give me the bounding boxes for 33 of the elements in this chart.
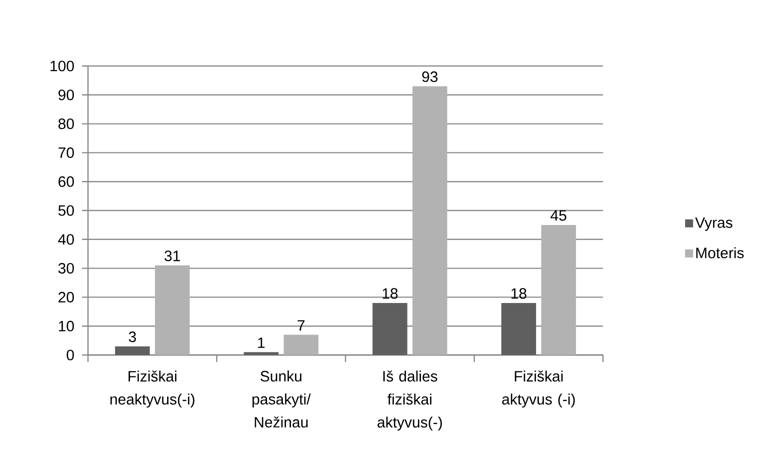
- y-tick-label: 70: [58, 147, 74, 158]
- bar: [372, 302, 408, 355]
- y-tick-label: 10: [58, 320, 74, 332]
- y-tick-label: 0: [66, 350, 74, 360]
- bar: [244, 352, 279, 355]
- y-tick-label: 100: [50, 60, 74, 72]
- x-tick-label: Fiziškai aktyvus (-i): [502, 370, 575, 408]
- bar: [541, 224, 576, 355]
- data-label: 7: [298, 320, 305, 331]
- data-label: 31: [164, 250, 180, 262]
- legend-label: Moteris: [696, 247, 744, 258]
- x-tick-label: Sunku pasakyti/ Nežinau: [252, 370, 311, 428]
- x-tick-label: Iš dalies fiziškai aktyvus(-): [378, 370, 442, 431]
- y-tick-label: 30: [58, 262, 74, 274]
- data-label: 18: [511, 288, 526, 299]
- y-tick-label: 20: [58, 292, 74, 303]
- bar: [284, 334, 318, 355]
- y-tick-label: 40: [58, 234, 74, 245]
- y-tick-label: 90: [58, 90, 74, 100]
- data-label: 1: [258, 338, 265, 348]
- data-label: 18: [382, 288, 398, 299]
- bar: [501, 302, 536, 355]
- y-tick-label: 50: [58, 205, 74, 216]
- bar: [115, 346, 150, 355]
- data-label: 3: [128, 332, 136, 342]
- bar: [154, 265, 190, 355]
- bar: [412, 86, 448, 355]
- x-tick-label: Fiziškai neaktyvus(-i): [110, 370, 194, 408]
- data-label: 93: [422, 71, 438, 82]
- data-label: 45: [550, 210, 566, 221]
- legend-label: Vyras: [695, 217, 732, 231]
- y-tick-label: 60: [58, 176, 74, 187]
- y-tick-label: 80: [58, 118, 74, 130]
